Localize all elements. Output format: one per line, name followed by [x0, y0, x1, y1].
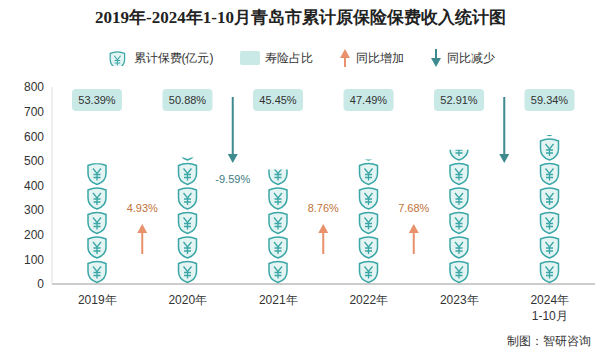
html-text:寿险占比: 寿险占比: [264, 50, 313, 65]
svg-text:7.68%: 7.68%: [398, 202, 429, 214]
svg-text:0: 0: [37, 277, 44, 291]
svg-text:800: 800: [24, 80, 44, 94]
html-text:制图：智研咨询: 制图：智研咨询: [507, 334, 591, 348]
svg-text:100: 100: [24, 253, 44, 267]
svg-text:4.93%: 4.93%: [127, 202, 158, 214]
svg-text:45.45%: 45.45%: [259, 94, 297, 106]
svg-text:300: 300: [24, 203, 44, 217]
html-text:2019年-2024年1-10月青岛市累计原保险保费收入统计: 2019年-2024年1-10月青岛市累计原保险保费收入统计图: [95, 8, 506, 27]
svg-text:500: 500: [24, 154, 44, 168]
html-text:累计保费(亿元): 累计保费(亿元): [133, 50, 214, 65]
html-text:同比增加: 同比增加: [355, 50, 404, 65]
svg-text:400: 400: [24, 179, 44, 193]
svg-text:700: 700: [24, 105, 44, 119]
svg-text:2019年: 2019年: [78, 293, 117, 307]
svg-text:8.76%: 8.76%: [308, 202, 339, 214]
svg-text:2020年: 2020年: [168, 293, 207, 307]
svg-text:47.49%: 47.49%: [350, 94, 388, 106]
svg-text:59.34%: 59.34%: [531, 94, 569, 106]
html-text:同比减少: 同比减少: [446, 50, 495, 65]
svg-text:2022年: 2022年: [349, 293, 388, 307]
svg-text:53.39%: 53.39%: [78, 94, 116, 106]
svg-text:2021年: 2021年: [259, 293, 298, 307]
svg-text:-9.59%: -9.59%: [215, 173, 250, 185]
svg-text:50.88%: 50.88%: [169, 94, 207, 106]
svg-text:200: 200: [24, 228, 44, 242]
svg-text:2023年: 2023年: [440, 293, 479, 307]
svg-text:52.91%: 52.91%: [440, 94, 478, 106]
svg-text:600: 600: [24, 130, 44, 144]
svg-text:2024年1-10月: 2024年1-10月: [530, 293, 569, 323]
